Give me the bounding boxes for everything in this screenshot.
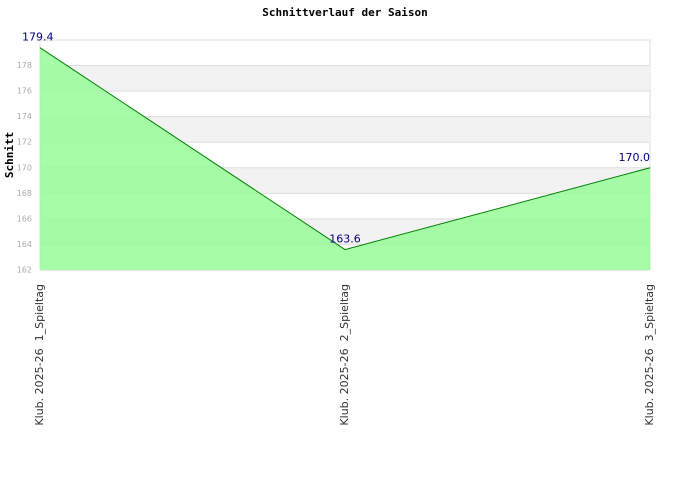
y-tick-label: 170 — [17, 163, 32, 172]
value-label: 179.4 — [22, 31, 54, 44]
value-label: 163.6 — [329, 233, 361, 246]
y-tick-label: 164 — [17, 240, 32, 249]
grid-band — [40, 65, 650, 92]
x-tick-label: Klub. 2025-26 2_Spieltag — [338, 284, 351, 426]
chart-title: Schnittverlauf der Saison — [262, 6, 428, 19]
value-label: 170.0 — [619, 151, 651, 164]
x-tick-label: Klub. 2025-26 3_Spieltag — [643, 284, 656, 426]
area-line — [39, 47, 651, 251]
y-tick-label: 174 — [17, 112, 32, 121]
y-axis-label: Schnitt — [3, 132, 16, 178]
y-tick-label: 166 — [17, 214, 32, 223]
y-tick-label: 162 — [17, 266, 32, 275]
area-fill — [40, 47, 650, 270]
y-tick-label: 168 — [17, 189, 32, 198]
y-tick-label: 178 — [17, 61, 32, 70]
y-tick-label: 172 — [17, 138, 32, 147]
y-tick-label: 176 — [17, 87, 32, 96]
x-tick-label: Klub. 2025-26 1_Spieltag — [33, 284, 46, 426]
